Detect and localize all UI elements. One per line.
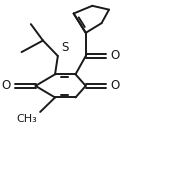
Text: S: S (61, 41, 69, 54)
Text: O: O (110, 79, 120, 92)
Text: O: O (2, 79, 11, 92)
Text: O: O (110, 49, 120, 63)
Text: CH₃: CH₃ (17, 114, 37, 124)
